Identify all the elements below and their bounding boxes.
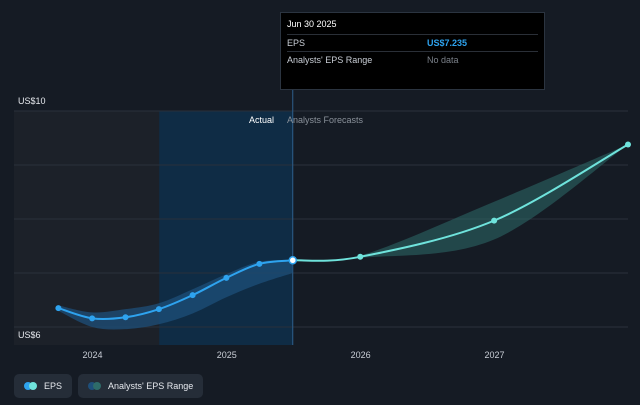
eps-point-current[interactable] xyxy=(288,256,298,265)
eps-point[interactable] xyxy=(256,260,263,267)
x-tick-label: 2026 xyxy=(351,350,371,360)
legend: EPS Analysts' EPS Range xyxy=(14,374,204,398)
eps-point[interactable] xyxy=(122,314,129,321)
tooltip-range-label: Analysts' EPS Range xyxy=(287,55,373,65)
tooltip: Jun 30 2025 EPS US$7.235 Analysts' EPS R… xyxy=(280,12,545,90)
x-tick-label: 2027 xyxy=(484,350,504,360)
eps-line-forecast xyxy=(292,143,629,262)
y-max-label: US$10 xyxy=(18,96,46,106)
eps-point[interactable] xyxy=(625,141,631,148)
tooltip-eps-label: EPS xyxy=(287,38,306,48)
tooltip-row-range: Analysts' EPS Range No data xyxy=(287,51,538,68)
tooltip-row-eps: EPS US$7.235 xyxy=(287,34,538,51)
eps-point[interactable] xyxy=(89,315,96,322)
legend-range-label: Analysts' EPS Range xyxy=(108,381,194,391)
eps-point[interactable] xyxy=(155,306,162,313)
eps-point[interactable] xyxy=(223,274,230,281)
tooltip-date: Jun 30 2025 xyxy=(287,19,337,29)
eps-point[interactable] xyxy=(189,292,196,299)
range-band-actual xyxy=(58,260,293,330)
legend-eps-label: EPS xyxy=(44,381,63,391)
x-tick-label: 2025 xyxy=(217,350,237,360)
eps-swatch-icon xyxy=(24,382,38,390)
y-min-label: US$6 xyxy=(18,330,41,340)
range-band-forecast xyxy=(292,144,628,262)
legend-range-button[interactable]: Analysts' EPS Range xyxy=(78,374,204,398)
forecast-label: Analysts Forecasts xyxy=(287,115,364,125)
eps-point[interactable] xyxy=(55,305,62,312)
tooltip-range-value: No data xyxy=(427,55,459,65)
x-tick-label: 2024 xyxy=(82,350,102,360)
actual-label: Actual xyxy=(249,115,274,125)
tooltip-eps-value: US$7.235 xyxy=(427,38,468,48)
eps-point[interactable] xyxy=(491,217,498,224)
range-swatch-icon xyxy=(88,382,102,390)
legend-eps-button[interactable]: EPS xyxy=(14,374,73,398)
eps-point[interactable] xyxy=(357,253,364,260)
